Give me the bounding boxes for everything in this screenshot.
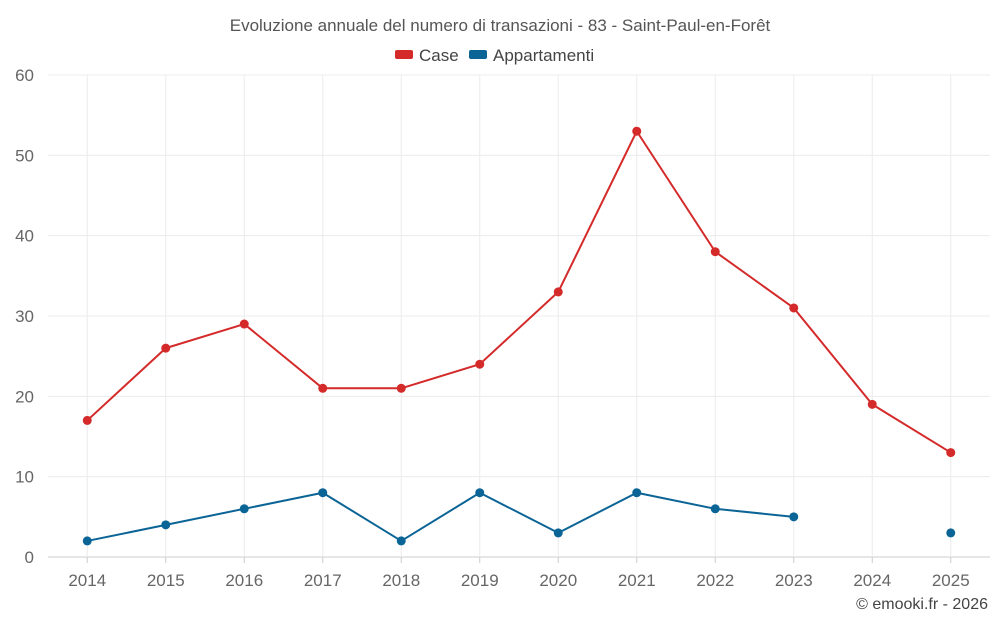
data-point-appartamenti[interactable] [239, 504, 249, 514]
x-tick-label: 2017 [304, 571, 342, 590]
chart-title: Evoluzione annuale del numero di transaz… [230, 16, 771, 35]
series [82, 126, 956, 546]
x-tick-label: 2025 [932, 571, 970, 590]
x-tick-label: 2016 [225, 571, 263, 590]
data-point-appartamenti[interactable] [710, 504, 720, 514]
data-point-case[interactable] [867, 399, 877, 409]
y-tick-label: 20 [15, 387, 34, 406]
data-point-case[interactable] [710, 247, 720, 257]
series-line-case [86, 130, 952, 454]
data-point-case[interactable] [161, 343, 171, 353]
data-point-case[interactable] [82, 415, 92, 425]
y-tick-label: 0 [25, 548, 34, 567]
data-point-appartamenti[interactable] [632, 488, 642, 498]
x-tick-label: 2018 [382, 571, 420, 590]
x-tick-label: 2022 [696, 571, 734, 590]
x-tick-label: 2019 [461, 571, 499, 590]
legend-swatch-case [395, 50, 413, 59]
data-point-case[interactable] [553, 287, 563, 297]
x-tick-label: 2024 [853, 571, 891, 590]
legend-swatch-appartamenti [469, 50, 487, 59]
data-point-case[interactable] [789, 303, 799, 313]
y-tick-label: 60 [15, 66, 34, 85]
data-point-case[interactable] [946, 448, 956, 458]
data-point-appartamenti[interactable] [789, 512, 799, 522]
data-point-appartamenti[interactable] [946, 528, 956, 538]
y-tick-label: 50 [15, 146, 34, 165]
grid [48, 74, 990, 558]
y-tick-label: 30 [15, 307, 34, 326]
data-point-appartamenti[interactable] [82, 536, 92, 546]
legend: Case Appartamenti [395, 46, 594, 65]
legend-label-case[interactable]: Case [419, 46, 459, 65]
x-tick-label: 2023 [775, 571, 813, 590]
data-point-case[interactable] [475, 359, 485, 369]
data-point-case[interactable] [396, 383, 406, 393]
x-tick-label: 2021 [618, 571, 656, 590]
x-axis: 2014 2015 2016 2017 2018 2019 2020 2021 2022 2023… [68, 557, 970, 590]
data-point-appartamenti[interactable] [475, 488, 485, 498]
data-point-appartamenti[interactable] [396, 536, 406, 546]
copyright-footer: © emooki.fr - 2026 [856, 596, 988, 613]
data-point-case[interactable] [239, 319, 249, 329]
x-tick-label: 2020 [539, 571, 577, 590]
data-point-appartamenti[interactable] [318, 488, 328, 498]
x-tick-label: 2015 [147, 571, 185, 590]
data-point-case[interactable] [318, 383, 328, 393]
y-axis: 0 10 20 30 40 50 60 [15, 66, 34, 567]
data-point-appartamenti[interactable] [161, 520, 171, 530]
data-point-case[interactable] [632, 126, 642, 136]
y-tick-label: 10 [15, 468, 34, 487]
data-point-appartamenti[interactable] [553, 528, 563, 538]
legend-label-appartamenti[interactable]: Appartamenti [493, 46, 594, 65]
y-tick-label: 40 [15, 227, 34, 246]
series-line-appartamenti [87, 491, 794, 542]
x-tick-label: 2014 [68, 571, 106, 590]
